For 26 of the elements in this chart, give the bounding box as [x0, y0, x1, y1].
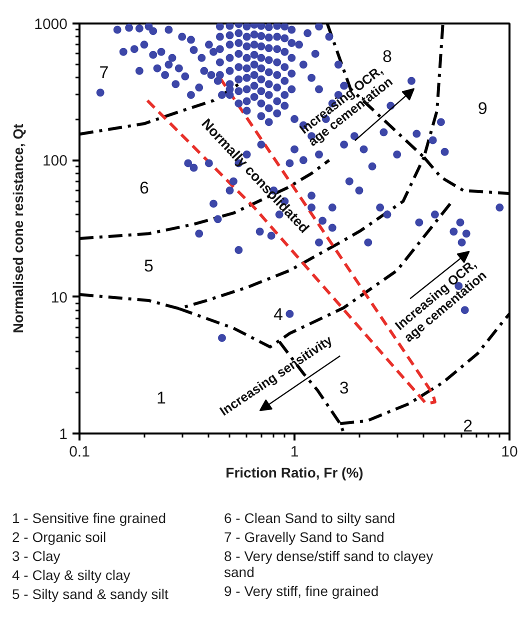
x-axis-title: Friction Ratio, Fr (%)	[226, 464, 364, 480]
text: 8 - Very dense/stiff sand to clayey sand	[224, 548, 434, 580]
text: 3 - Clay	[12, 548, 62, 564]
annotation: 7	[99, 63, 109, 82]
annotation: 9	[478, 99, 488, 118]
x-tick-label: 0.1	[69, 444, 90, 460]
text: 6 - Clean Sand to silty sand	[224, 510, 396, 526]
x-tick-label: 1	[290, 444, 299, 460]
y-tick-label: 1	[59, 426, 68, 443]
annotation: 6	[139, 178, 149, 198]
text: 5 - Silty sand & sandy silt	[12, 586, 170, 602]
annotation: 1	[156, 388, 166, 408]
annotation: 2	[463, 416, 473, 436]
text: 2 - Organic soil	[12, 529, 108, 545]
text: 7 - Gravelly Sand to Sand	[224, 529, 386, 545]
annotation: 3	[339, 378, 349, 398]
y-tick-label: 1000	[34, 16, 68, 33]
text: 4 - Clay & silty clay	[12, 567, 132, 583]
text: 1 - Sensitive fine grained	[12, 510, 168, 526]
annotation: 5	[144, 256, 154, 276]
x-tick-label: 10	[501, 444, 518, 460]
y-tick-label: 10	[50, 289, 68, 306]
y-axis-title: Normalised cone resistance, Qt	[10, 124, 26, 334]
y-tick-label: 100	[42, 152, 68, 170]
annotation: 4	[273, 304, 283, 324]
text: 9 - Very stiff, fine grained	[224, 583, 380, 599]
